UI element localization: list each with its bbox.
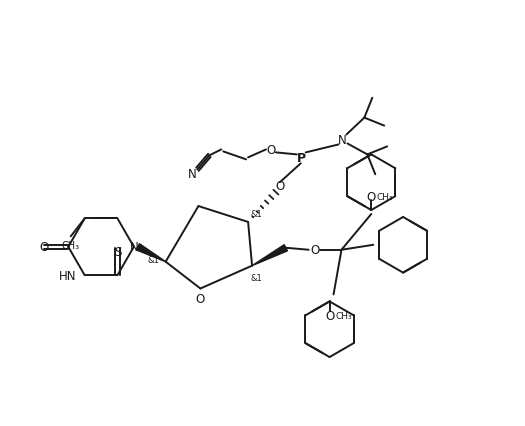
Text: O: O — [275, 179, 285, 192]
Text: CH₃: CH₃ — [335, 311, 352, 320]
Text: &1: &1 — [148, 256, 160, 265]
Text: CH₃: CH₃ — [62, 241, 80, 250]
Polygon shape — [136, 244, 165, 262]
Text: S: S — [114, 245, 121, 258]
Text: O: O — [40, 241, 49, 253]
Text: O: O — [196, 292, 205, 305]
Text: &1: &1 — [250, 210, 262, 219]
Text: N: N — [188, 167, 197, 180]
Text: O: O — [310, 244, 319, 256]
Text: N: N — [338, 134, 347, 147]
Text: &1: &1 — [250, 273, 262, 282]
Text: O: O — [325, 309, 334, 322]
Text: O: O — [366, 190, 376, 203]
Text: CH₃: CH₃ — [377, 192, 394, 201]
Text: N: N — [130, 241, 138, 253]
Text: HN: HN — [59, 269, 77, 282]
Polygon shape — [252, 245, 288, 266]
Text: P: P — [297, 152, 306, 164]
Text: O: O — [266, 144, 276, 156]
